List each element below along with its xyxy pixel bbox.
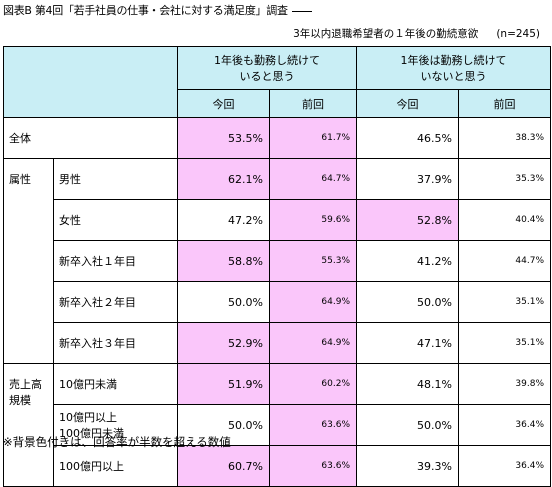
header-leave: 1年後は勤務し続けて いないと思う — [356, 46, 551, 90]
value-previous: 36.4% — [458, 445, 551, 487]
value-current: 41.2% — [356, 240, 459, 282]
value-current: 48.1% — [356, 363, 459, 405]
value-previous: 38.3% — [458, 117, 551, 159]
table-row: 新卒入社２年目 50.0% 64.9% 50.0% 35.1% — [4, 281, 551, 323]
chart-title: 図表B 第4回「若手社員の仕事・会社に対する満足度」調査 — [3, 2, 312, 18]
corner-cell — [3, 46, 178, 118]
value-previous: 44.7% — [458, 240, 551, 282]
value-previous: 63.6% — [269, 404, 357, 446]
value-previous: 59.6% — [269, 199, 357, 241]
row-label: 10億円未満 — [53, 363, 178, 405]
value-current: 39.3% — [356, 445, 459, 487]
table-row: 属性 男性 62.1% 64.7% 37.9% 35.3% — [3, 158, 551, 364]
row-label: 女性 — [53, 199, 178, 241]
value-current: 50.0% — [177, 281, 270, 323]
value-current: 50.0% — [356, 404, 459, 446]
value-previous: 63.6% — [269, 445, 357, 487]
value-previous: 60.2% — [269, 363, 357, 405]
header-stay: 1年後も勤務し続けて いると思う — [177, 46, 357, 90]
value-previous: 64.7% — [269, 158, 357, 200]
header-current: 今回 — [356, 89, 459, 118]
table-row: 10億円以上 100億円未満 50.0% 63.6% 50.0% 36.4% — [4, 404, 551, 446]
value-current: 62.1% — [177, 158, 270, 200]
value-previous: 36.4% — [458, 404, 551, 446]
value-previous: 64.9% — [269, 322, 357, 364]
value-previous: 55.3% — [269, 240, 357, 282]
chart-subtitle: 3年以内退職希望者の１年後の勤続意欲 (n=245) — [293, 26, 540, 41]
row-label: 10億円以上 100億円未満 — [53, 404, 178, 446]
row-label: 男性 — [53, 158, 178, 200]
value-previous: 64.9% — [269, 281, 357, 323]
group-label: 属性 — [3, 158, 54, 364]
row-label: 新卒入社１年目 — [53, 240, 178, 282]
value-previous: 40.4% — [458, 199, 551, 241]
sample-size: (n=245) — [496, 28, 540, 40]
table-row: 女性 47.2% 59.6% 52.8% 40.4% — [4, 199, 551, 241]
header-current: 今回 — [177, 89, 270, 118]
value-current: 50.0% — [356, 281, 459, 323]
value-current: 37.9% — [356, 158, 459, 200]
subtitle-text: 3年以内退職希望者の１年後の勤続意欲 — [293, 28, 479, 40]
row-label: 新卒入社３年目 — [53, 322, 178, 364]
value-current: 52.8% — [356, 199, 459, 241]
row-label: 新卒入社２年目 — [53, 281, 178, 323]
value-current: 60.7% — [177, 445, 270, 487]
title-underline — [291, 2, 312, 12]
table-row: 新卒入社３年目 52.9% 64.9% 47.1% 35.1% — [4, 322, 551, 364]
table-row: 売上高 規模 10億円未満 51.9% 60.2% 48.1% 39.8% — [3, 363, 551, 487]
value-previous: 35.3% — [458, 158, 551, 200]
value-current: 52.9% — [177, 322, 270, 364]
row-label: 全体 — [3, 117, 178, 159]
header-row-1: 1年後も勤務し続けて いると思う 1年後は勤務し続けて いないと思う — [3, 46, 551, 118]
value-previous: 61.7% — [269, 117, 357, 159]
table-row: 新卒入社１年目 58.8% 55.3% 41.2% 44.7% — [4, 240, 551, 282]
value-previous: 39.8% — [458, 363, 551, 405]
value-current: 58.8% — [177, 240, 270, 282]
value-current: 51.9% — [177, 363, 270, 405]
value-current: 46.5% — [356, 117, 459, 159]
header-row-2: 今回 前回 今回 前回 — [4, 89, 551, 118]
value-current: 50.0% — [177, 404, 270, 446]
value-previous: 35.1% — [458, 322, 551, 364]
header-previous: 前回 — [458, 89, 551, 118]
data-table: 1年後も勤務し続けて いると思う 1年後は勤務し続けて いないと思う 今回 前回 今回 前回全… — [3, 46, 551, 487]
value-previous: 35.1% — [458, 281, 551, 323]
row-label: 100億円以上 — [53, 445, 178, 487]
value-current: 47.1% — [356, 322, 459, 364]
table-row: 100億円以上 60.7% 63.6% 39.3% 36.4% — [4, 445, 551, 487]
table-row: 全体 53.5% 61.7% 46.5% 38.3% — [3, 117, 551, 159]
footnote: ※背景色付きは、回答率が半数を超える数値 — [3, 435, 231, 449]
value-current: 53.5% — [177, 117, 270, 159]
header-previous: 前回 — [269, 89, 357, 118]
value-current: 47.2% — [177, 199, 270, 241]
group-label: 売上高 規模 — [3, 363, 54, 487]
